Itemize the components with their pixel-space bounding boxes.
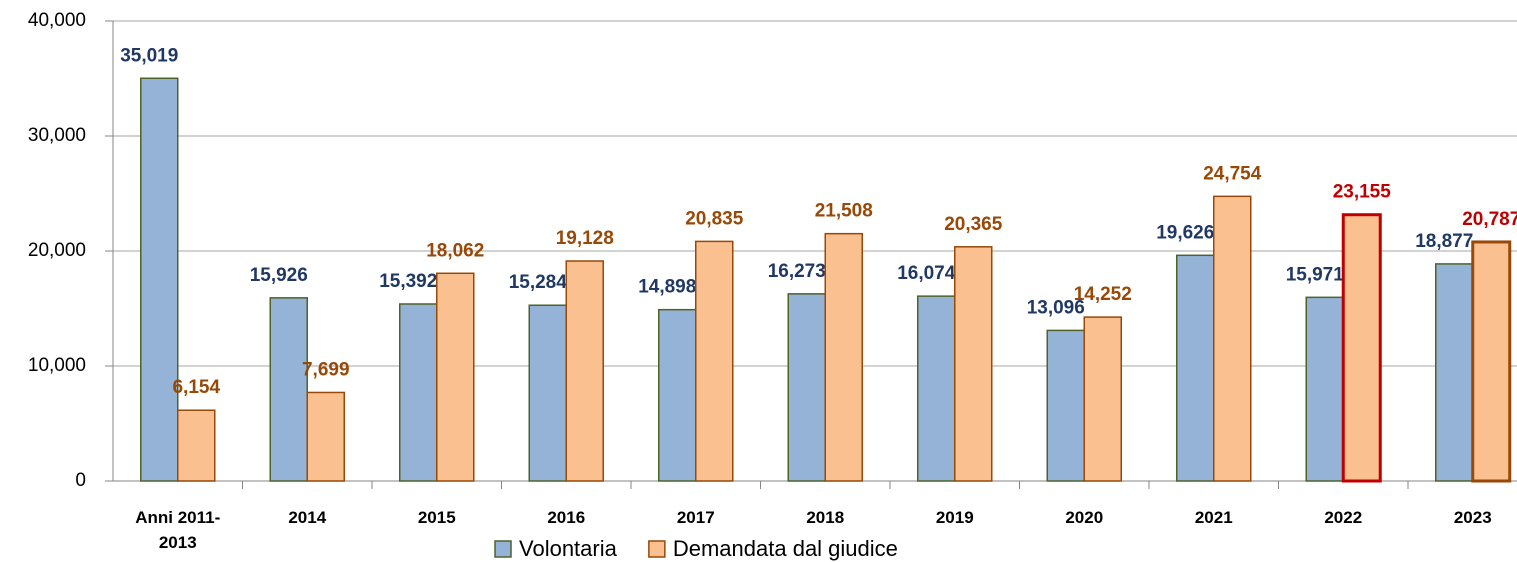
y-tick-label: 20,000	[28, 240, 86, 261]
data-label: 14,898	[638, 277, 696, 298]
bar	[658, 308, 697, 482]
bar	[1046, 329, 1085, 482]
x-tick-label: 2019	[935, 508, 974, 527]
bar	[1176, 254, 1215, 482]
data-label: 19,128	[556, 228, 614, 249]
bar	[1341, 213, 1382, 483]
bar	[824, 232, 863, 482]
bar	[140, 77, 179, 482]
x-tick-label: 2017	[676, 508, 715, 527]
bar	[565, 260, 604, 482]
data-label: 15,392	[379, 271, 437, 292]
bar	[1305, 296, 1344, 482]
data-label: 35,019	[120, 45, 178, 66]
bar	[399, 303, 438, 482]
data-label: 20,365	[944, 214, 1003, 235]
x-tick-label: 2020	[1065, 508, 1104, 527]
bar	[269, 297, 308, 482]
data-label: 15,284	[509, 272, 568, 293]
legend-label: Volontaria	[519, 536, 618, 561]
bar	[306, 391, 345, 482]
data-label: 24,754	[1203, 163, 1262, 184]
data-label: 21,508	[815, 201, 873, 222]
bar	[1471, 240, 1512, 483]
legend-label: Demandata dal giudice	[673, 536, 898, 561]
bar	[1083, 316, 1122, 482]
bar	[954, 246, 993, 482]
data-label: 23,155	[1333, 182, 1392, 203]
bar	[917, 295, 956, 482]
y-tick-label: 40,000	[28, 10, 86, 31]
data-label: 13,096	[1027, 297, 1085, 318]
data-label: 7,699	[302, 359, 350, 380]
bar	[436, 272, 475, 482]
x-tick-label: 2016	[547, 508, 586, 527]
x-tick-label: 2023	[1453, 508, 1492, 527]
data-label: 15,926	[250, 265, 308, 286]
data-label: 15,971	[1286, 264, 1345, 285]
x-tick-label: 2022	[1324, 508, 1363, 527]
bar	[1213, 195, 1252, 482]
data-label: 20,835	[685, 208, 744, 229]
x-tick-label: Anni 2011-2013	[135, 508, 221, 552]
y-tick-label: 0	[75, 470, 86, 491]
x-tick-label: 2021	[1194, 508, 1233, 527]
data-label: 6,154	[172, 377, 220, 398]
bar	[1435, 263, 1474, 482]
bar	[528, 304, 567, 482]
data-label: 14,252	[1074, 284, 1132, 305]
x-tick-label: 2015	[417, 508, 456, 527]
data-label: 18,877	[1415, 231, 1473, 252]
bar	[695, 240, 734, 482]
y-tick-label: 10,000	[28, 355, 86, 376]
data-label: 20,787	[1462, 209, 1517, 230]
data-label: 19,626	[1156, 222, 1214, 243]
data-label: 18,062	[426, 240, 484, 261]
data-label: 16,074	[897, 263, 956, 284]
legend-swatch	[494, 540, 512, 558]
bar	[787, 293, 826, 482]
bar	[177, 409, 216, 482]
y-tick-label: 30,000	[28, 125, 86, 146]
data-label: 16,273	[768, 261, 826, 282]
x-tick-label: 2018	[806, 508, 845, 527]
x-tick-label: 2014	[288, 508, 327, 527]
legend-swatch	[648, 540, 666, 558]
